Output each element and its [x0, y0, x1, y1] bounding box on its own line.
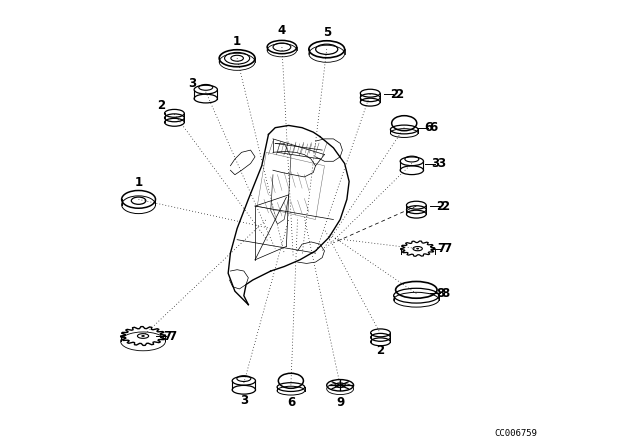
Text: 7: 7 — [437, 242, 445, 255]
Text: 3: 3 — [188, 77, 196, 90]
Text: 3: 3 — [240, 393, 248, 407]
Text: 3: 3 — [437, 157, 445, 170]
Text: 2: 2 — [436, 199, 444, 213]
Text: 6: 6 — [287, 396, 295, 409]
Text: 7: 7 — [163, 329, 171, 343]
Text: 1: 1 — [233, 34, 241, 48]
Text: 4: 4 — [278, 23, 286, 37]
Ellipse shape — [417, 248, 419, 249]
Text: 7: 7 — [443, 242, 451, 255]
Text: 6: 6 — [429, 121, 438, 134]
Text: 8: 8 — [442, 287, 450, 300]
Text: 5: 5 — [323, 26, 331, 39]
Text: 2: 2 — [396, 87, 403, 101]
Text: 3: 3 — [431, 157, 440, 170]
Text: 6: 6 — [424, 121, 432, 134]
Text: CC006759: CC006759 — [494, 429, 538, 438]
Text: 2: 2 — [157, 99, 165, 112]
Text: 2: 2 — [390, 87, 398, 101]
Text: 8: 8 — [436, 287, 444, 300]
Text: 1: 1 — [134, 176, 143, 189]
Text: 2: 2 — [442, 199, 449, 213]
Text: 9: 9 — [336, 396, 344, 409]
Text: 2: 2 — [376, 344, 385, 358]
Text: 7: 7 — [168, 329, 176, 343]
